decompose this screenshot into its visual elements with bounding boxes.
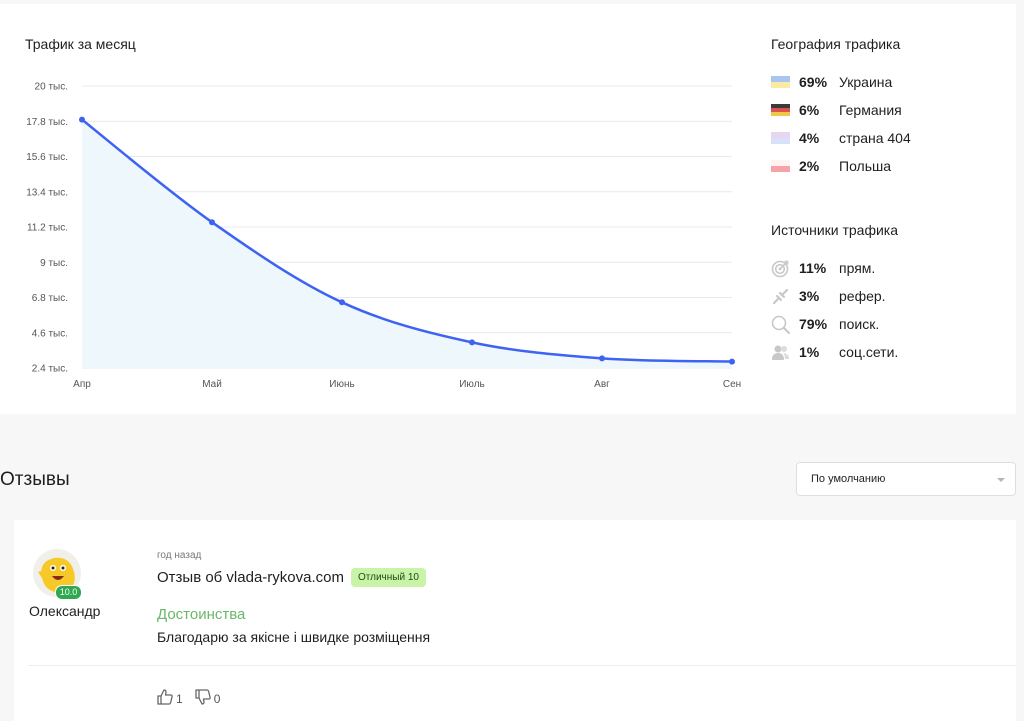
dislike-button[interactable]: 0: [195, 689, 221, 708]
rating-badge: Отличный 10: [350, 568, 426, 587]
reviews-title: Отзывы: [0, 469, 70, 490]
source-name: рефер.: [839, 288, 886, 304]
traffic-card: Трафик за месяц 20 тыс. 17.8 тыс. 15.6 тыс…: [0, 4, 1016, 414]
y-tick-label: 17.8 тыс.: [26, 117, 68, 128]
data-point: [79, 116, 85, 123]
y-tick-label: 4.6 тыс.: [32, 328, 68, 339]
y-tick-label: 6.8 тыс.: [32, 293, 68, 304]
review-time: год назад: [157, 550, 202, 561]
germany-flag-icon: [771, 104, 790, 116]
x-tick-label: Сен: [723, 379, 741, 390]
source-row-referral: 3% рефер.: [771, 286, 886, 306]
sort-select[interactable]: По умолчанию: [796, 462, 1016, 496]
geo-pct: 6%: [799, 102, 820, 118]
advantages-label: Достоинства: [157, 606, 246, 623]
geo-row-germany: 6% Германия: [771, 100, 902, 120]
source-name: прям.: [839, 260, 876, 276]
review-header: Отзыв об vlada-rykova.com Отличный 10: [157, 568, 426, 587]
geo-row-ukraine: 69% Украина: [771, 72, 892, 92]
score-badge: 10.0: [55, 585, 82, 600]
review-title[interactable]: Отзыв об vlada-rykova.com: [157, 569, 344, 586]
y-tick-label: 15.6 тыс.: [26, 152, 68, 163]
x-tick-label: Июль: [459, 379, 485, 390]
search-icon: [771, 315, 790, 334]
source-pct: 11%: [799, 260, 827, 276]
poland-flag-icon: [771, 160, 790, 172]
sources-title: Источники трафика: [771, 222, 899, 238]
y-tick-label: 13.4 тыс.: [26, 187, 68, 198]
x-tick-label: Апр: [73, 379, 91, 390]
data-point: [209, 219, 215, 226]
source-pct: 79%: [799, 316, 828, 332]
traffic-chart: 20 тыс. 17.8 тыс. 15.6 тыс. 13.4 тыс. 11.2 т…: [26, 82, 741, 391]
y-tick-label: 2.4 тыс.: [32, 364, 68, 375]
geo-title: География трафика: [771, 36, 901, 52]
source-pct: 1%: [799, 344, 820, 360]
y-tick-label: 11.2 тыс.: [27, 223, 68, 234]
thumbs-up-icon: [157, 689, 176, 708]
chevron-down-icon: [997, 478, 1005, 482]
reviewer-name[interactable]: Олександр: [29, 603, 101, 619]
series-area: [82, 119, 732, 368]
votes: 1 0: [157, 689, 232, 708]
link-icon: [771, 287, 790, 306]
divider: [28, 665, 1016, 666]
geo-name: Германия: [839, 102, 902, 118]
sort-selected-value: По умолчанию: [811, 473, 886, 485]
source-name: соц.сети.: [839, 344, 899, 360]
source-row-search: 79% поиск.: [771, 314, 879, 334]
geo-pct: 4%: [799, 130, 820, 146]
chart-title: Трафик за месяц: [25, 36, 136, 52]
geo-row-poland: 2% Польша: [771, 156, 891, 176]
source-row-social: 1% соц.сети.: [771, 342, 898, 362]
source-name: поиск.: [839, 316, 880, 332]
geo-name: Польша: [839, 158, 892, 174]
source-pct: 3%: [799, 288, 820, 304]
geo-name: Украина: [839, 74, 893, 90]
like-count: 1: [176, 691, 183, 706]
x-tick-label: Май: [202, 379, 222, 390]
x-tick-label: Июнь: [329, 379, 354, 390]
data-point: [599, 355, 605, 362]
x-tick-label: Авг: [594, 379, 610, 390]
geo-pct: 2%: [799, 158, 820, 174]
dislike-count: 0: [213, 691, 221, 706]
y-tick-label: 9 тыс.: [40, 258, 68, 269]
users-icon: [771, 343, 790, 362]
data-point: [469, 339, 475, 346]
review-text: Благодарю за якісне і швидке розміщення: [157, 629, 431, 645]
data-point: [729, 358, 735, 365]
source-row-direct: 11% прям.: [771, 258, 875, 278]
target-icon: [771, 259, 790, 278]
series-line: [81, 118, 733, 363]
review-card: [14, 520, 1016, 721]
data-point: [339, 299, 345, 306]
geo-row-country-404: 4% страна 404: [771, 128, 911, 148]
like-button[interactable]: 1: [157, 689, 183, 708]
unknown-flag-icon: [771, 132, 790, 144]
geo-name: страна 404: [839, 130, 911, 146]
geo-pct: 69%: [799, 74, 828, 90]
thumbs-down-icon: [195, 689, 214, 708]
ukraine-flag-icon: [771, 76, 790, 88]
y-tick-label: 20 тыс.: [35, 82, 68, 93]
